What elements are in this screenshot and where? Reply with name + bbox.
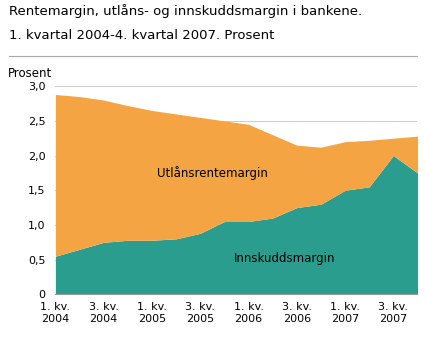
Text: Rentemargin, utlåns- og innskuddsmargin i bankene.: Rentemargin, utlåns- og innskuddsmargin …	[9, 4, 362, 18]
Text: Prosent: Prosent	[8, 67, 52, 80]
Text: Innskuddsmargin: Innskuddsmargin	[234, 252, 335, 265]
Text: Utlånsrentemargin: Utlånsrentemargin	[157, 166, 268, 180]
Text: 1. kvartal 2004-4. kvartal 2007. Prosent: 1. kvartal 2004-4. kvartal 2007. Prosent	[9, 29, 274, 42]
